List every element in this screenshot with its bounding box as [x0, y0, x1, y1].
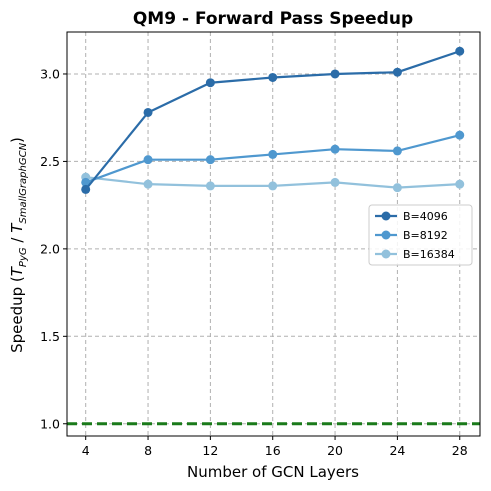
- y-tick-label: 1.0: [40, 416, 60, 431]
- legend-box: [368, 204, 473, 266]
- data-point: [205, 181, 215, 191]
- data-point: [330, 69, 340, 79]
- legend-label: B=16384: [403, 248, 455, 261]
- x-axis-ticks: 4 8 12 16 20 24 28: [82, 436, 468, 458]
- y-tick-label: 1.5: [40, 329, 60, 344]
- x-tick-label: 24: [389, 443, 405, 458]
- y-tick-label: 2.0: [40, 241, 60, 256]
- chart-title: QM9 - Forward Pass Speedup: [133, 9, 413, 29]
- data-point: [392, 67, 402, 77]
- x-tick-label: 12: [202, 443, 218, 458]
- data-point: [205, 78, 215, 88]
- y-label-t1: T: [8, 265, 26, 276]
- y-tick-label: 2.5: [40, 154, 60, 169]
- y-label-sub1: PyG: [18, 247, 29, 267]
- y-label-mid: /: [8, 233, 26, 248]
- data-point: [455, 130, 465, 140]
- y-label-t2: T: [8, 222, 26, 233]
- series-b-8192: [81, 130, 465, 187]
- series-b-4096: [81, 46, 465, 194]
- data-point: [392, 183, 402, 193]
- data-point: [455, 46, 465, 56]
- data-point: [330, 177, 340, 187]
- x-axis-label: Number of GCN Layers: [187, 463, 359, 481]
- series-lines: [81, 46, 465, 194]
- data-point: [143, 155, 153, 165]
- legend-item: B=4096: [375, 210, 448, 223]
- x-tick-label: 16: [265, 443, 281, 458]
- y-axis-label: Speedup (TPyG / TSmallGraphGCN): [8, 137, 29, 353]
- legend-item: B=16384: [375, 248, 455, 261]
- legend-marker: [381, 249, 391, 259]
- series-b-16384: [81, 172, 465, 193]
- y-axis-ticks: 1.0 1.5 2.0 2.5 3.0: [40, 66, 67, 431]
- legend-label: B=8192: [403, 229, 448, 242]
- data-point: [268, 149, 278, 159]
- y-tick-label: 3.0: [40, 66, 60, 81]
- x-tick-label: 8: [144, 443, 152, 458]
- data-point: [330, 144, 340, 154]
- y-label-sub2: SmallGraphGCN: [18, 142, 29, 223]
- x-tick-label: 4: [82, 443, 90, 458]
- legend-label: B=4096: [403, 210, 448, 223]
- legend-marker: [381, 230, 391, 240]
- y-label-prefix: Speedup (: [8, 276, 26, 353]
- plot-frame: [66, 31, 481, 437]
- data-point: [268, 72, 278, 82]
- data-point: [455, 179, 465, 189]
- data-point: [143, 179, 153, 189]
- legend-item: B=8192: [375, 229, 448, 242]
- data-point: [143, 107, 153, 117]
- legend: B=4096 B=8192 B=16384: [368, 204, 473, 266]
- legend-marker: [381, 211, 391, 221]
- data-point: [81, 184, 91, 194]
- y-label-suffix: ): [8, 137, 26, 143]
- data-point: [392, 146, 402, 156]
- data-point: [268, 181, 278, 191]
- data-point: [81, 177, 91, 187]
- x-tick-label: 20: [327, 443, 343, 458]
- x-tick-label: 28: [452, 443, 468, 458]
- data-point: [205, 155, 215, 165]
